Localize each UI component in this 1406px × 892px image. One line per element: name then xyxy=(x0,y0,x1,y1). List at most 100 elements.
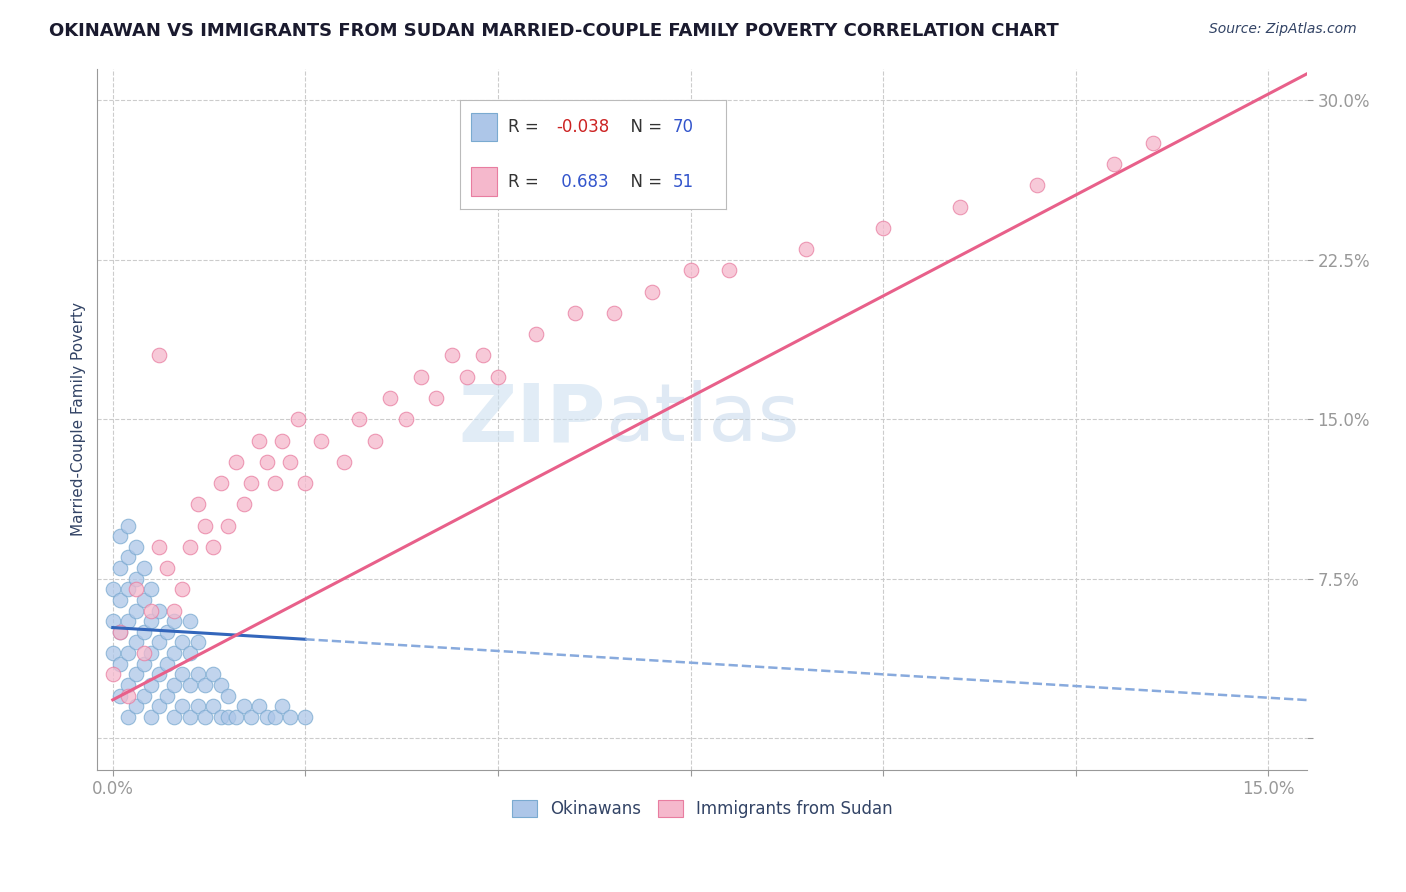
Point xyxy=(209,476,232,491)
Point xyxy=(117,710,139,724)
Point xyxy=(110,529,132,543)
Point xyxy=(217,689,239,703)
Point xyxy=(794,242,817,256)
Point xyxy=(247,699,270,714)
Point xyxy=(156,657,179,671)
Point xyxy=(271,699,294,714)
Point xyxy=(641,285,664,299)
Point xyxy=(201,540,224,554)
Point xyxy=(679,263,702,277)
Point xyxy=(101,667,124,681)
Legend: Okinawans, Immigrants from Sudan: Okinawans, Immigrants from Sudan xyxy=(505,793,900,825)
Point xyxy=(278,455,301,469)
Point xyxy=(287,412,309,426)
Point xyxy=(194,518,217,533)
Point xyxy=(148,635,170,649)
Text: atlas: atlas xyxy=(606,380,800,458)
Point xyxy=(172,699,194,714)
Point xyxy=(256,455,278,469)
Point xyxy=(179,646,201,660)
Point xyxy=(156,624,179,639)
Point xyxy=(247,434,270,448)
Point xyxy=(148,349,170,363)
Point xyxy=(172,582,194,597)
Point xyxy=(425,391,447,405)
Point xyxy=(256,710,278,724)
Point xyxy=(201,699,224,714)
Point xyxy=(363,434,385,448)
Point xyxy=(486,369,509,384)
Point xyxy=(110,657,132,671)
Point xyxy=(194,678,217,692)
Point xyxy=(232,497,254,511)
Point xyxy=(349,412,371,426)
Point xyxy=(186,667,208,681)
Point xyxy=(125,582,148,597)
Point xyxy=(148,667,170,681)
Point xyxy=(201,667,224,681)
Point xyxy=(872,221,894,235)
Point xyxy=(117,614,139,628)
Point xyxy=(132,593,155,607)
Point xyxy=(117,550,139,565)
Point xyxy=(117,678,139,692)
Point xyxy=(125,635,148,649)
Point xyxy=(125,699,148,714)
Point xyxy=(179,710,201,724)
Point xyxy=(456,369,478,384)
Point xyxy=(718,263,741,277)
Point xyxy=(163,614,186,628)
Point xyxy=(125,603,148,617)
Point xyxy=(110,593,132,607)
Point xyxy=(141,710,163,724)
Point xyxy=(179,614,201,628)
Point xyxy=(163,646,186,660)
Point xyxy=(394,412,416,426)
Text: Source: ZipAtlas.com: Source: ZipAtlas.com xyxy=(1209,22,1357,37)
Point xyxy=(949,200,972,214)
Point xyxy=(1026,178,1049,193)
Point xyxy=(141,646,163,660)
Point xyxy=(263,476,285,491)
Point xyxy=(141,603,163,617)
Point xyxy=(232,699,254,714)
Point xyxy=(378,391,401,405)
Point xyxy=(240,476,263,491)
Point xyxy=(194,710,217,724)
Point xyxy=(125,572,148,586)
Point xyxy=(163,678,186,692)
Point xyxy=(163,603,186,617)
Point xyxy=(240,710,263,724)
Point xyxy=(440,349,463,363)
Point xyxy=(294,710,316,724)
Point xyxy=(132,646,155,660)
Point xyxy=(333,455,356,469)
Point xyxy=(209,710,232,724)
Point xyxy=(132,624,155,639)
Point xyxy=(186,699,208,714)
Point xyxy=(132,657,155,671)
Point xyxy=(409,369,432,384)
Point xyxy=(309,434,332,448)
Point xyxy=(148,699,170,714)
Point xyxy=(172,635,194,649)
Point xyxy=(141,614,163,628)
Point xyxy=(1104,157,1126,171)
Point xyxy=(294,476,316,491)
Point xyxy=(602,306,624,320)
Point xyxy=(172,667,194,681)
Point xyxy=(156,561,179,575)
Point xyxy=(110,561,132,575)
Point xyxy=(148,540,170,554)
Point xyxy=(101,582,124,597)
Point xyxy=(526,327,548,342)
Point xyxy=(263,710,285,724)
Point xyxy=(141,582,163,597)
Point xyxy=(179,540,201,554)
Point xyxy=(179,678,201,692)
Point xyxy=(278,710,301,724)
Point xyxy=(101,646,124,660)
Point xyxy=(141,678,163,692)
Point xyxy=(471,349,494,363)
Point xyxy=(217,518,239,533)
